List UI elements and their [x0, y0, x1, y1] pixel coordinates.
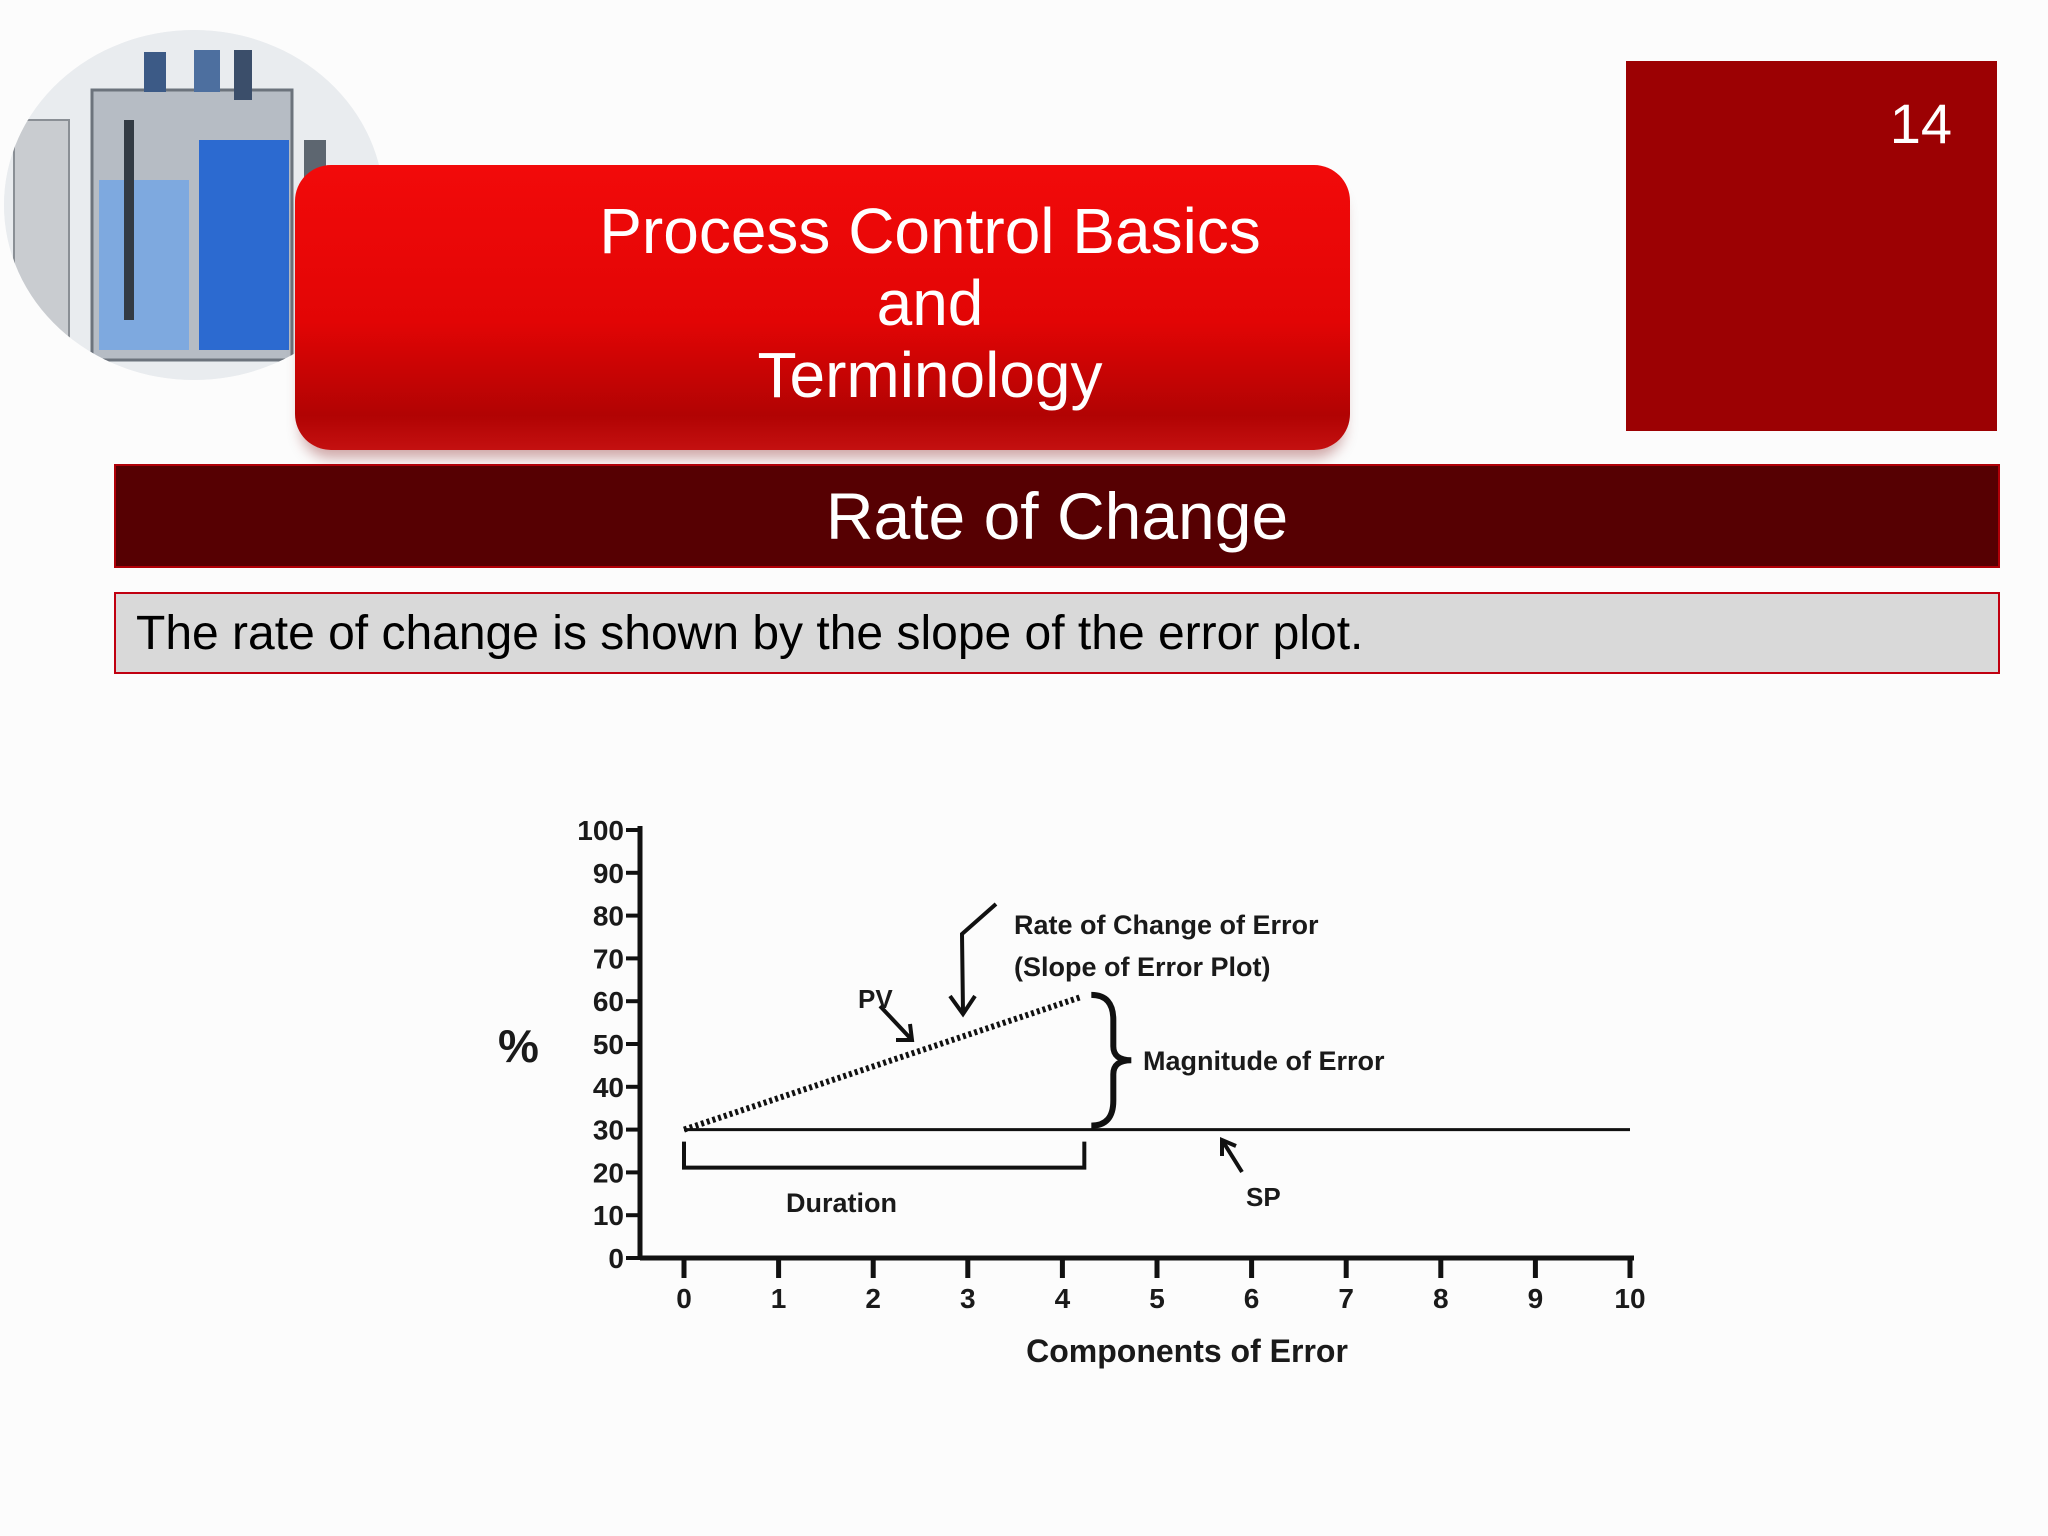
sp-label: SP [1246, 1182, 1281, 1212]
y-ticks: 0 10 20 30 40 50 60 70 80 90 100 [577, 815, 640, 1274]
y-tick-label: 10 [593, 1200, 624, 1231]
x-tick-label: 7 [1338, 1283, 1354, 1314]
x-tick-label: 2 [865, 1283, 881, 1314]
x-tick-label: 10 [1614, 1283, 1645, 1314]
pv-arrow-icon [878, 1004, 915, 1042]
y-tick-label: 40 [593, 1072, 624, 1103]
x-tick-label: 6 [1244, 1283, 1260, 1314]
x-tick-label: 8 [1433, 1283, 1449, 1314]
description-box: The rate of change is shown by the slope… [114, 592, 2000, 674]
y-tick-label: 80 [593, 901, 624, 932]
y-tick-label: 90 [593, 858, 624, 889]
duration-label: Duration [786, 1188, 897, 1218]
title-line-3: Terminology [757, 339, 1103, 411]
rate-label-line-1: Rate of Change of Error [1014, 910, 1319, 940]
pv-label: PV [858, 984, 893, 1014]
rate-label-line-2: (Slope of Error Plot) [1014, 952, 1271, 982]
section-title: Rate of Change [825, 479, 1289, 553]
x-tick-label: 3 [960, 1283, 976, 1314]
y-tick-label: 0 [608, 1243, 624, 1274]
sp-arrow-icon [1220, 1136, 1244, 1174]
x-axis-label: Components of Error [1026, 1333, 1348, 1369]
y-tick-label: 100 [577, 815, 624, 846]
presentation-title: Process Control Basics and Terminology [520, 195, 1340, 411]
x-ticks: 0 1 2 3 4 5 6 7 8 9 10 [676, 1258, 1646, 1314]
x-tick-label: 4 [1055, 1283, 1071, 1314]
y-tick-label: 70 [593, 943, 624, 974]
y-tick-label: 50 [593, 1029, 624, 1060]
y-tick-label: 20 [593, 1157, 624, 1188]
chart-series [683, 994, 1630, 1133]
x-tick-label: 9 [1528, 1283, 1544, 1314]
title-line-2: and [876, 267, 984, 339]
series-line-pv [683, 994, 1083, 1133]
chart-annotations: % Components of Error PV SP Rate of Chan… [498, 902, 1385, 1369]
title-banner [295, 165, 1350, 450]
section-bar: Rate of Change [114, 464, 2000, 568]
magnitude-brace [1091, 991, 1132, 1129]
x-tick-label: 5 [1149, 1283, 1165, 1314]
rate-arrow-icon [948, 902, 998, 1018]
y-tick-label: 30 [593, 1115, 624, 1146]
page-number: 14 [1889, 92, 1952, 155]
title-line-1: Process Control Basics [599, 195, 1261, 267]
x-tick-label: 0 [676, 1283, 692, 1314]
page-number-box: 14 [1626, 61, 1997, 431]
y-axis-label: % [498, 1020, 539, 1072]
description-text: The rate of change is shown by the slope… [136, 607, 1364, 660]
x-tick-label: 1 [771, 1283, 787, 1314]
magnitude-label: Magnitude of Error [1143, 1046, 1385, 1076]
duration-bracket [682, 1141, 1087, 1170]
y-tick-label: 60 [593, 986, 624, 1017]
